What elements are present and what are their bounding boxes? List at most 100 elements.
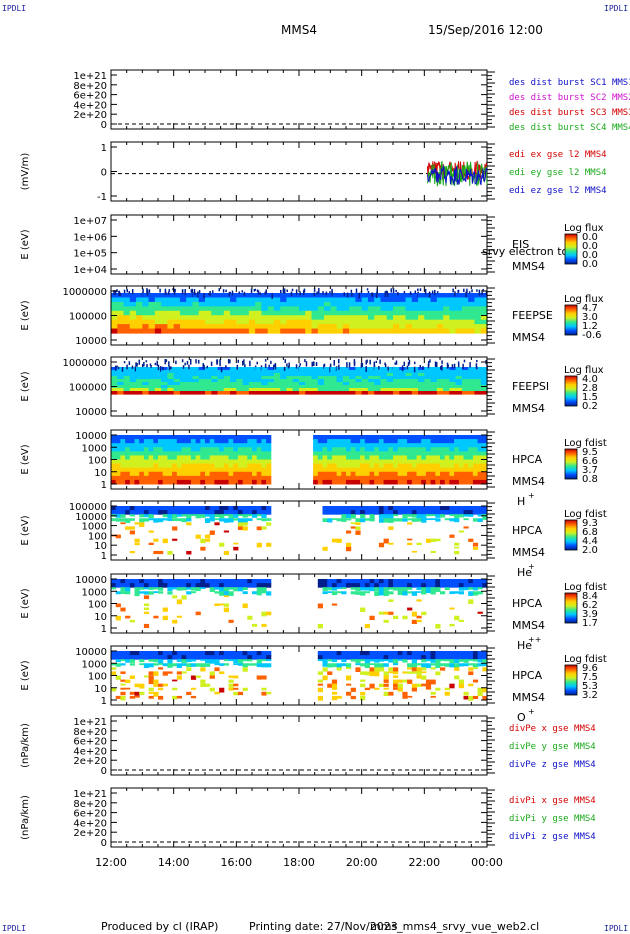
panel-9-ytick-label: 10000 [75,647,107,658]
panel-5-cbar-tick: 1.5 [582,392,598,403]
panel-4-cbar-tick: -0.6 [582,330,602,341]
panel-4-ytick-label: 100000 [69,312,107,323]
panel-8-cbar-title: Log fdist [564,582,607,593]
panel-9-spacecraft: MMS4 [512,691,545,704]
panel-9-cbar-tick: 9.6 [582,663,598,674]
x-tick-label: 20:00 [346,856,378,869]
x-tick-label: 00:00 [471,856,503,869]
panel-9-cbar-tick: 7.5 [582,672,598,683]
panel-9-ytick-label: 100 [88,672,107,683]
panel-8-ylabel: E (eV) [20,588,31,618]
x-tick-label: 12:00 [95,856,127,869]
panel-6-charge: + [528,491,535,500]
panel-5-ytick-label: 10000 [75,407,107,418]
panel-1-ytick-label: 4e+20 [73,100,107,111]
panel-9-cbar-title: Log fdist [564,654,607,665]
panel-2-series-3 [427,164,488,186]
footer-produced-by: Produced by cl (IRAP) [101,920,219,933]
panel-10-ytick-label: 0 [101,766,107,777]
panel-8-cbar-tick: 8.4 [582,591,598,602]
panel-4-ytick-label: 1000000 [62,287,107,298]
mission-title: MMS4 [281,23,317,37]
panel-3-ytick-label: 1e+07 [73,216,107,227]
panel-1-legend-3: des dist burst SC3 MMS3 [509,108,630,118]
panel-4-ytick-label: 10000 [75,336,107,347]
date-title: 15/Sep/2016 12:00 [428,23,543,37]
panel-6-ytick-label: 1 [101,480,107,491]
corner-tag-top-right: IPDLI [604,4,629,13]
panel-8-cbar-tick: 3.9 [582,609,598,620]
panel-7-ytick-label: 100000 [69,502,107,513]
panel-11-ytick-label: 8e+20 [73,799,107,810]
panel-9-charge: + [528,707,535,716]
panel-6-cbar-tick: 9.5 [582,447,598,458]
panel-5-ytick-label: 1000000 [62,358,107,369]
panel-8-colorbar [564,592,578,624]
panel-1-legend-2: des dist burst SC2 MMS2 [509,93,630,103]
panel-10-legend-1: divPe x gse MMS4 [509,724,596,734]
panel-9-colorbar [564,664,578,696]
panel-5-cbar-tick: 2.8 [582,383,598,394]
panel-5-colorbar [564,375,578,407]
panel-3-cbar-tick: 0.0 [582,232,598,243]
panel-7-cbar-tick: 4.4 [582,536,598,547]
panel-4-ylabel: E (eV) [20,300,31,330]
panel-6-instrument: HPCA [512,453,543,466]
footer-script-name: mms_mms4_srvy_vue_web2.cl [370,920,540,933]
panel-1-ytick-label: 1e+21 [73,71,107,82]
panel-11-legend-2: divPi y gse MMS4 [509,814,596,824]
panel-3-instrument: EIS [512,238,529,251]
panel-2-ytick-label: 1 [101,143,107,154]
panel-10-ytick-label: 8e+20 [73,727,107,738]
panel-4-colorbar [564,304,578,336]
panel-6-cbar-tick: 3.7 [582,465,598,476]
panel-8-ytick-label: 1 [101,624,107,635]
panel-7-ytick-label: 100 [88,531,107,542]
panel-3-ytick-label: 1e+05 [73,249,107,260]
panel-4-cbar-tick: 4.7 [582,303,598,314]
panel-7-ytick-label: 10000 [75,512,107,523]
panel-9-spectrogram [111,651,488,701]
panel-6-species: H [517,495,525,508]
panel-3-cbar-tick: 0.0 [582,250,598,261]
panel-1-ytick-label: 8e+20 [73,81,107,92]
panel-7-instrument: HPCA [512,524,543,537]
panel-7-cbar-tick: 6.8 [582,527,598,538]
panel-11-ytick-label: 0 [101,838,107,849]
panel-5-cbar-title: Log flux [564,365,604,376]
panel-8-ytick-label: 10000 [75,575,107,586]
panel-11-legend-1: divPi x gse MMS4 [509,796,596,806]
panel-9-species: O [517,711,526,724]
panel-2-legend-1: edi ex gse l2 MMS4 [509,150,607,160]
corner-tag-bottom-left: IPDLI [2,924,27,933]
panel-1-frame [110,69,488,130]
panel-7-cbar-tick: 2.0 [582,545,598,556]
x-tick-label: 16:00 [220,856,252,869]
panel-10-ytick-label: 6e+20 [73,737,107,748]
panel-8-instrument: HPCA [512,597,543,610]
panel-1-ytick-label: 2e+20 [73,110,107,121]
panel-1-legend-4: des dist burst SC4 MMS4 [509,123,630,133]
panel-7-spectrogram [111,506,488,555]
panel-8-ytick-label: 1000 [82,587,107,598]
panel-3-overlay-label: srvy electron to [482,245,569,258]
panel-10-frame [110,715,488,776]
corner-tag-bottom-right: IPDLI [604,924,629,933]
panel-3-ylabel: E (eV) [20,229,31,259]
panel-6-ytick-label: 10000 [75,431,107,442]
panel-7-colorbar [564,519,578,551]
panel-6-ytick-label: 10 [94,468,107,479]
panel-11-frame [110,787,488,848]
panel-10-ytick-label: 2e+20 [73,756,107,767]
panel-4-cbar-tick: 1.2 [582,321,598,332]
x-tick-label: 18:00 [283,856,315,869]
panel-6-cbar-title: Log fdist [564,438,607,449]
panel-4-instrument: FEEPSE [512,309,553,322]
panel-11-ylabel: (nPa/km) [20,795,31,840]
panel-1-ytick-label: 0 [101,120,107,131]
panel-6-spectrogram [111,435,488,485]
panel-8-cbar-tick: 1.7 [582,618,598,629]
panel-8-spacecraft: MMS4 [512,619,545,632]
panel-9-ytick-label: 1 [101,696,107,707]
